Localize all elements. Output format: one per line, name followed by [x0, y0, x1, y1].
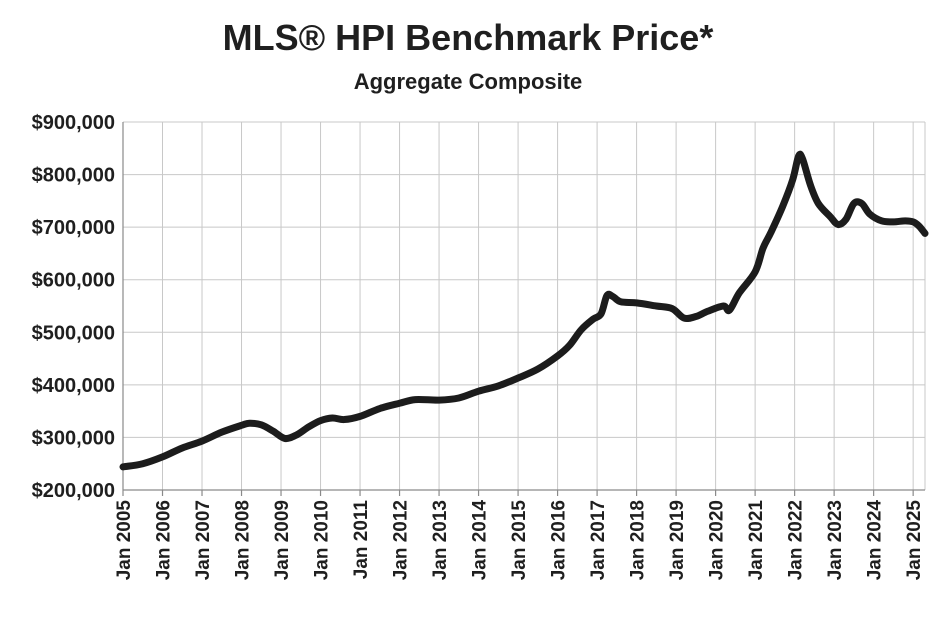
y-tick-label: $700,000 — [32, 217, 115, 239]
x-tick-label: Jan 2025 — [904, 500, 925, 581]
x-tick-label: Jan 2013 — [430, 500, 451, 580]
y-tick-label: $800,000 — [32, 165, 115, 187]
y-tick-label: $900,000 — [32, 112, 115, 134]
x-tick-label: Jan 2017 — [588, 500, 609, 580]
x-tick-label: Jan 2009 — [272, 500, 293, 580]
y-tick-label: $300,000 — [32, 427, 115, 449]
x-tick-label: Jan 2016 — [549, 500, 570, 580]
x-tick-label: Jan 2011 — [351, 500, 372, 580]
series-layer — [119, 150, 929, 471]
x-tick-label: Jan 2012 — [391, 500, 412, 580]
chart-title: MLS® HPI Benchmark Price* — [223, 17, 714, 58]
x-tick-label: Jan 2019 — [667, 500, 688, 580]
x-tick-label: Jan 2007 — [193, 500, 214, 580]
x-tick-label: Jan 2023 — [825, 500, 846, 580]
y-tick-label: $200,000 — [32, 480, 115, 502]
x-tick-label: Jan 2021 — [746, 500, 767, 581]
x-tick-label: Jan 2005 — [114, 500, 135, 581]
x-tick-label: Jan 2022 — [786, 500, 807, 580]
y-tick-label: $600,000 — [32, 270, 115, 292]
series-line-0 — [119, 150, 929, 471]
chart-subtitle: Aggregate Composite — [354, 69, 583, 94]
y-tick-label: $500,000 — [32, 322, 115, 344]
x-tick-label: Jan 2018 — [628, 500, 649, 580]
axes — [122, 122, 925, 496]
gridlines — [122, 121, 926, 491]
x-tick-label: Jan 2010 — [312, 500, 333, 580]
x-tick-label: Jan 2015 — [509, 500, 530, 581]
y-axis-tick-labels: $200,000 $300,000 $400,000 $500,000 $600,000… — [32, 112, 115, 502]
x-tick-label: Jan 2008 — [233, 500, 254, 580]
x-tick-label: Jan 2014 — [470, 500, 491, 581]
x-tick-label: Jan 2020 — [707, 500, 728, 580]
x-tick-label: Jan 2024 — [865, 500, 886, 581]
x-tick-label: Jan 2006 — [154, 500, 175, 580]
x-axis-tick-labels: Jan 2005 Jan 2006 Jan 2007 Jan 2008 Jan 2009… — [114, 500, 925, 581]
y-tick-label: $400,000 — [32, 375, 115, 397]
